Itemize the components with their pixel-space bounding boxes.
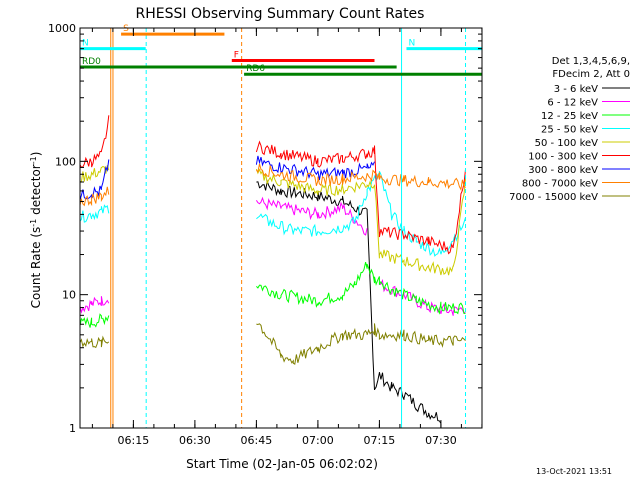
x-tick-label-2: 06:45	[241, 434, 273, 447]
legend-label-7: 800 - 7000 keV	[522, 179, 598, 190]
plot-area: S N N F RD0 RD6 1 10 100 1000 06:15 06:30 06:45 07:00…	[48, 22, 483, 447]
legend-label-1: 6 - 12 keV	[547, 98, 598, 109]
y-axis-label-sup1: -1	[29, 219, 38, 227]
legend-label-5: 100 - 300 keV	[528, 152, 598, 163]
flag-label-1: N	[82, 39, 89, 49]
legend-label-0: 3 - 6 keV	[554, 84, 598, 95]
y-axis-label: Count Rate (s-1 detector-1)	[29, 152, 44, 309]
y-tick-label-3: 1000	[48, 22, 76, 35]
y-axis-label-sup2: -1	[29, 156, 38, 164]
x-tick-label-0: 06:15	[118, 434, 150, 447]
x-tick-label-5: 07:30	[425, 434, 457, 447]
y-tick-label-2: 100	[55, 155, 76, 168]
plot-frame	[79, 27, 483, 429]
series-line-7-0	[79, 186, 110, 207]
flag-label-5: RD6	[246, 64, 265, 74]
x-axis-label: Start Time (02-Jan-05 06:02:02)	[186, 457, 378, 471]
flag-label-0: S	[123, 24, 129, 34]
series-line-4-0	[79, 165, 110, 183]
legend-header-1: FDecim 2, Att 0	[552, 69, 630, 80]
legend-label-3: 25 - 50 keV	[541, 125, 598, 136]
series-line-4-1	[255, 168, 466, 276]
y-axis-label-main: Count Rate (s	[29, 227, 43, 309]
y-tick-label-1: 10	[62, 289, 76, 302]
flag-label-2: N	[408, 39, 415, 49]
series-line-5-0	[79, 115, 110, 168]
x-tick-label-4: 07:15	[364, 434, 396, 447]
series-line-8-1	[256, 323, 466, 365]
series-line-8-0	[79, 335, 110, 349]
legend-label-6: 300 - 800 keV	[528, 165, 598, 176]
legend: Det 1,3,4,5,6,9, FDecim 2, Att 0 3 - 6 keV…	[509, 56, 630, 203]
y-axis-label-mid: detector	[29, 164, 43, 219]
timestamp: 13-Oct-2021 13:51	[536, 467, 612, 476]
series-line-7-1	[256, 163, 466, 191]
x-tick-label-1: 06:30	[179, 434, 211, 447]
chart-title: RHESSI Observing Summary Count Rates	[136, 6, 425, 22]
x-tick-label-3: 07:00	[302, 434, 334, 447]
y-tick-label-0: 1	[69, 422, 76, 435]
series-line-6-1	[255, 155, 375, 181]
series-line-3-0	[79, 204, 110, 223]
y-axis-label-end: )	[29, 152, 43, 157]
series-line-2-1	[256, 261, 466, 315]
series-line-0-0	[256, 179, 442, 424]
legend-label-4: 50 - 100 keV	[535, 138, 599, 149]
series-line-2-0	[79, 313, 110, 328]
series-line-1-1	[255, 196, 368, 236]
series-line-5-1	[255, 140, 466, 255]
series-line-3-1	[256, 170, 466, 257]
legend-label-8: 7000 - 15000 keV	[509, 192, 598, 203]
flag-label-4: RD0	[82, 57, 101, 67]
series-line-1-0	[79, 296, 110, 314]
series-line-1-2	[379, 278, 466, 316]
legend-label-2: 12 - 25 keV	[541, 111, 598, 122]
legend-header-0: Det 1,3,4,5,6,9,	[552, 56, 630, 67]
flag-label-3: F	[234, 51, 239, 61]
